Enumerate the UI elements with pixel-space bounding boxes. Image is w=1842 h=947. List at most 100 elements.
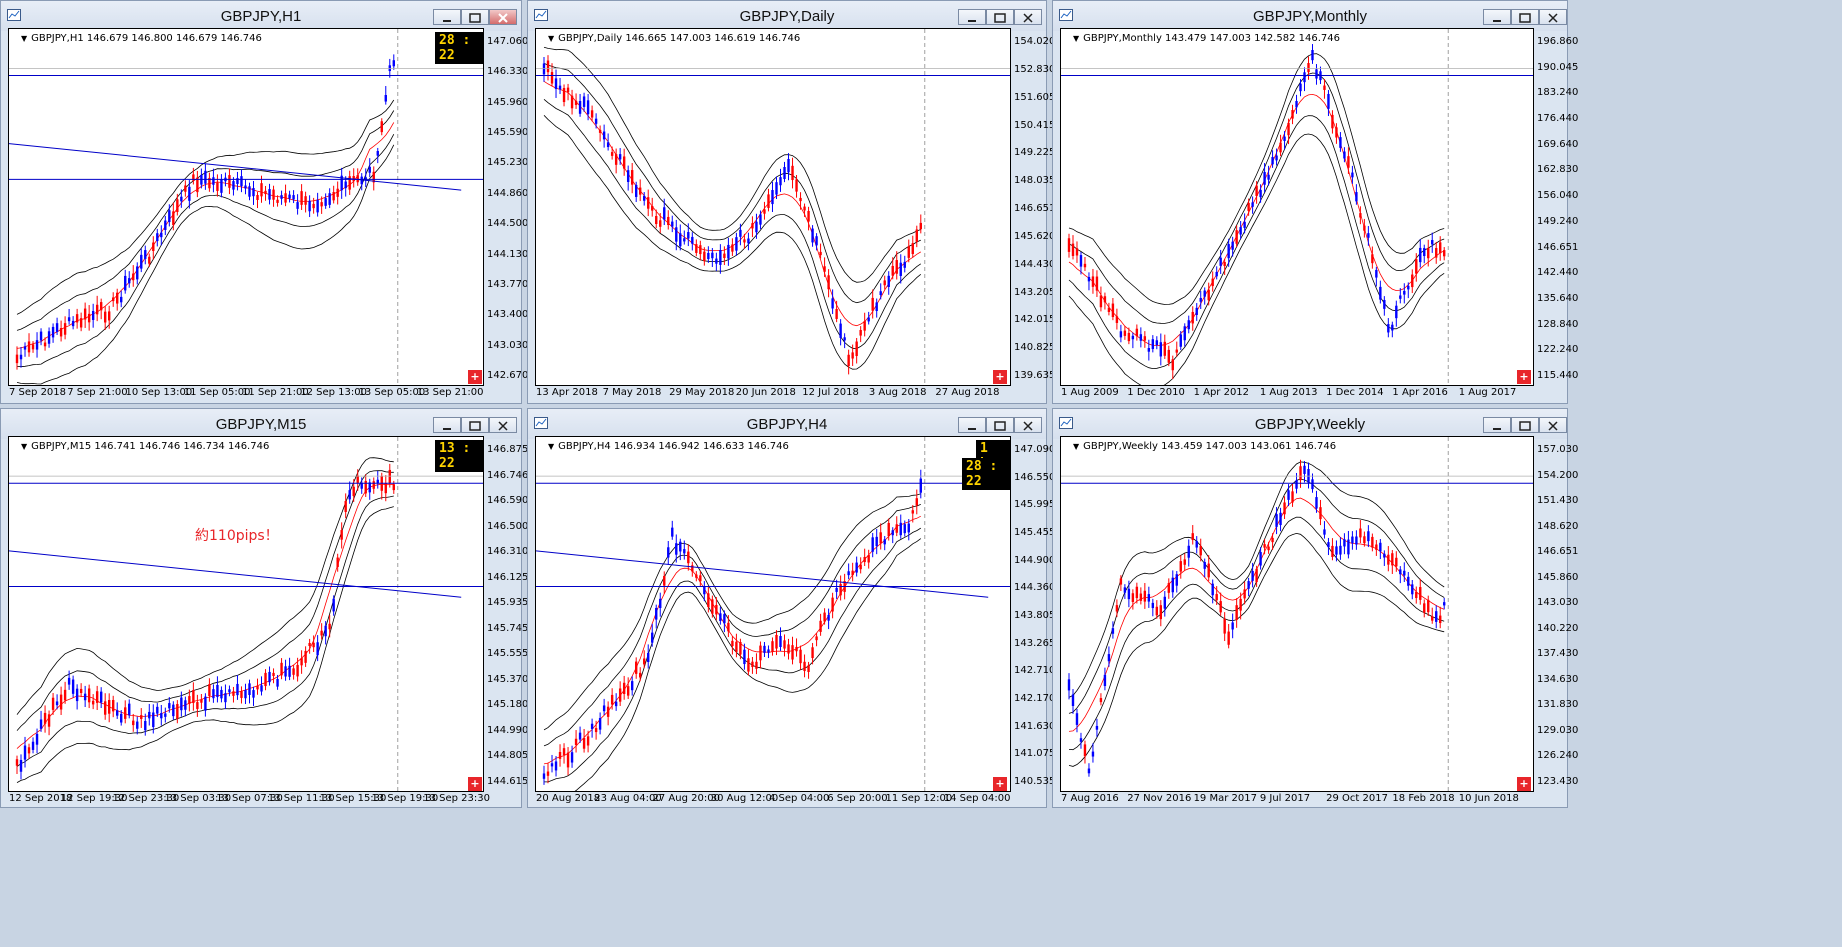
bear-candle bbox=[598, 718, 602, 730]
bear-candle bbox=[252, 690, 255, 698]
close-button[interactable] bbox=[489, 9, 517, 25]
minimize-button[interactable] bbox=[958, 417, 986, 433]
maximize-button[interactable] bbox=[986, 9, 1014, 25]
bear-candle bbox=[55, 323, 59, 332]
bear-candle bbox=[164, 220, 167, 230]
bull-candle bbox=[380, 121, 383, 133]
bollinger-band-line bbox=[543, 98, 922, 350]
bull-candle bbox=[1299, 466, 1302, 481]
chart-window-h4[interactable]: GBPJPY,H4 ▼ GBPJPY,H4 146.934 146.942 146… bbox=[527, 408, 1055, 808]
bear-candle bbox=[558, 85, 562, 90]
bear-candle bbox=[1179, 334, 1182, 347]
chart-plot-m15[interactable]: ▼ GBPJPY,M15 146.741 146.746 146.734 146.… bbox=[8, 436, 484, 792]
time-scale[interactable]: 20 Aug 2018 23 Aug 04:00 27 Aug 20:00 30 Au… bbox=[535, 792, 1011, 808]
time-scale[interactable]: 7 Sep 2018 7 Sep 21:00 10 Sep 13:00 11 Sep … bbox=[8, 386, 484, 402]
bull-candle bbox=[574, 738, 578, 746]
chart-window-weekly[interactable]: GBPJPY,Weekly ▼ GBPJPY,Weekly 143.459 147… bbox=[1052, 408, 1578, 808]
price-scale-label: 142.670 bbox=[487, 370, 529, 381]
close-button[interactable] bbox=[489, 417, 517, 433]
bear-candle bbox=[550, 763, 554, 767]
time-scale-label: 20 Jun 2018 bbox=[735, 387, 796, 398]
chart-plot-h4[interactable]: ▼ GBPJPY,H4 146.934 146.942 146.633 146.7… bbox=[535, 436, 1011, 792]
minimize-button[interactable] bbox=[1483, 9, 1511, 25]
bear-candle bbox=[602, 131, 606, 140]
minimize-button[interactable] bbox=[433, 9, 461, 25]
price-scale[interactable]: 154.020 152.830 151.605 150.415 149.225 148.0… bbox=[1011, 28, 1055, 386]
bull-candle bbox=[626, 686, 630, 696]
close-button[interactable] bbox=[1539, 417, 1567, 433]
window-titlebar[interactable]: GBPJPY,H1 bbox=[1, 1, 521, 31]
chart-window-m15[interactable]: GBPJPY,M15 ▼ GBPJPY,M15 146.741 146.746 1… bbox=[0, 408, 528, 808]
bull-candle bbox=[304, 196, 307, 205]
maximize-button[interactable] bbox=[1511, 9, 1539, 25]
plus-icon[interactable]: + bbox=[1517, 777, 1531, 791]
maximize-button[interactable] bbox=[986, 417, 1014, 433]
bear-candle bbox=[1095, 725, 1099, 730]
window-titlebar[interactable]: GBPJPY,M15 bbox=[1, 409, 521, 439]
price-scale-label: 137.430 bbox=[1537, 648, 1579, 660]
time-scale[interactable]: 7 Aug 2016 27 Nov 2016 19 Mar 2017 9 Jul 20… bbox=[1060, 792, 1534, 808]
plus-icon[interactable]: + bbox=[1517, 370, 1531, 384]
bull-candle bbox=[1111, 303, 1115, 318]
close-button[interactable] bbox=[1014, 417, 1042, 433]
window-titlebar[interactable]: GBPJPY,Monthly bbox=[1053, 1, 1567, 31]
price-scale-label: 144.500 bbox=[487, 218, 529, 230]
chart-window-daily[interactable]: GBPJPY,Daily ▼ GBPJPY,Daily 146.665 147.0… bbox=[527, 0, 1055, 404]
plus-icon[interactable]: + bbox=[468, 777, 482, 791]
bear-candle bbox=[288, 665, 291, 677]
bull-candle bbox=[1255, 568, 1258, 583]
price-scale[interactable]: 157.030 154.200 151.430 148.620 146.651 145.8… bbox=[1534, 436, 1578, 792]
price-scale-label: 143.205 bbox=[1014, 286, 1056, 298]
time-scale[interactable]: 13 Apr 2018 7 May 2018 29 May 2018 20 Jun 2… bbox=[535, 386, 1011, 402]
window-titlebar[interactable]: GBPJPY,Daily bbox=[528, 1, 1046, 31]
bull-candle bbox=[847, 354, 850, 367]
time-scale[interactable]: 12 Sep 2018 12 Sep 19:30 12 Sep 23:30 13 Se… bbox=[8, 792, 490, 808]
plus-icon[interactable]: + bbox=[468, 370, 482, 384]
bull-candle bbox=[791, 645, 794, 660]
bear-candle bbox=[19, 759, 23, 772]
price-scale[interactable]: 147.060 146.330 145.960 145.590 145.230 144.8… bbox=[484, 28, 528, 386]
bull-candle bbox=[1235, 230, 1238, 244]
trend-line bbox=[9, 143, 462, 191]
bull-candle bbox=[759, 645, 762, 661]
price-scale-label: 144.900 bbox=[1014, 554, 1056, 566]
bear-candle bbox=[614, 701, 618, 707]
bull-candle bbox=[340, 530, 343, 540]
chart-plot-h1[interactable]: ▼ GBPJPY,H1 146.679 146.800 146.679 146.7… bbox=[8, 28, 484, 386]
bollinger-band-line bbox=[16, 470, 394, 731]
price-scale[interactable]: 146.875 146.746 146.590 146.500 146.310 146.1… bbox=[484, 436, 528, 792]
chart-plot-monthly[interactable]: ▼ GBPJPY,Monthly 143.479 147.003 142.582 … bbox=[1060, 28, 1534, 386]
plus-icon[interactable]: + bbox=[993, 370, 1007, 384]
bull-candle bbox=[1191, 311, 1194, 324]
bear-candle bbox=[384, 95, 387, 102]
price-scale[interactable]: 196.860 190.045 183.240 176.440 169.640 162.8… bbox=[1534, 28, 1578, 386]
chart-window-monthly[interactable]: GBPJPY,Monthly ▼ GBPJPY,Monthly 143.479 1… bbox=[1052, 0, 1578, 404]
bear-candle bbox=[160, 713, 163, 719]
chart-plot-daily[interactable]: ▼ GBPJPY,Daily 146.665 147.003 146.619 14… bbox=[535, 28, 1011, 386]
price-scale[interactable]: 147.090 146.550 145.995 145.455 144.900 144.3… bbox=[1011, 436, 1055, 792]
minimize-button[interactable] bbox=[958, 9, 986, 25]
close-button[interactable] bbox=[1539, 9, 1567, 25]
bull-candle bbox=[256, 685, 259, 690]
maximize-button[interactable] bbox=[461, 9, 489, 25]
time-scale-label: 19 Mar 2017 bbox=[1193, 793, 1257, 804]
window-titlebar[interactable]: GBPJPY,Weekly bbox=[1053, 409, 1567, 439]
bear-candle bbox=[606, 142, 610, 148]
time-scale-label: 18 Feb 2018 bbox=[1392, 793, 1455, 804]
bar-timer: 13 : 22 bbox=[435, 440, 483, 472]
minimize-button[interactable] bbox=[1483, 417, 1511, 433]
chart-plot-weekly[interactable]: ▼ GBPJPY,Weekly 143.459 147.003 143.061 1… bbox=[1060, 436, 1534, 792]
maximize-button[interactable] bbox=[1511, 417, 1539, 433]
window-titlebar[interactable]: GBPJPY,H4 bbox=[528, 409, 1046, 439]
plus-icon[interactable]: + bbox=[993, 777, 1007, 791]
bull-candle bbox=[1415, 591, 1418, 598]
bull-candle bbox=[392, 484, 395, 491]
time-scale[interactable]: 1 Aug 2009 1 Dec 2010 1 Apr 2012 1 Aug 2013… bbox=[1060, 386, 1534, 402]
chart-window-h1[interactable]: GBPJPY,H1 ▼ GBPJPY,H1 146.679 146.800 146… bbox=[0, 0, 528, 404]
minimize-button[interactable] bbox=[433, 417, 461, 433]
close-button[interactable] bbox=[1014, 9, 1042, 25]
bear-candle bbox=[643, 195, 646, 201]
bear-candle bbox=[284, 666, 287, 677]
maximize-button[interactable] bbox=[461, 417, 489, 433]
bull-candle bbox=[855, 341, 858, 357]
